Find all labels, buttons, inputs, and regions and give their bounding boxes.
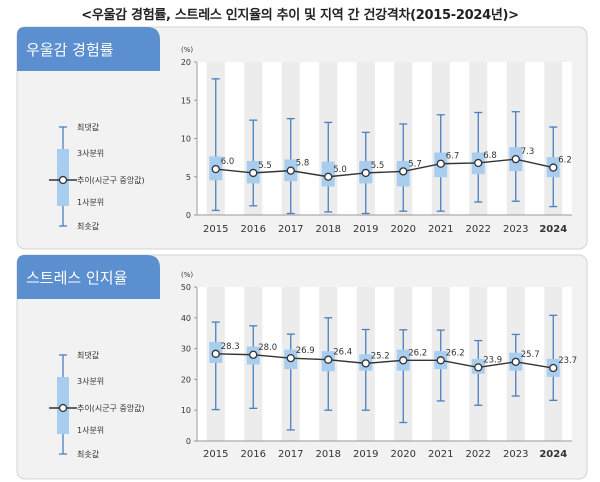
y-tick-label: 10 xyxy=(181,135,191,144)
y-tick-label: 5 xyxy=(186,173,191,182)
legend-marker xyxy=(58,403,68,413)
median-data-label: 5.5 xyxy=(371,161,385,171)
legend-label-max: 최댓값 xyxy=(77,122,100,132)
median-data-label: 26.2 xyxy=(408,348,427,358)
chart-panel-2: 스트레스 인지율 (%) 0 10 20 30 40 50 28.3 28.0 26.9 26.4 25… xyxy=(16,254,588,480)
median-marker xyxy=(286,166,295,175)
median-marker xyxy=(324,355,333,364)
x-tick-label: 2023 xyxy=(503,224,528,235)
x-tick-label: 2017 xyxy=(278,224,303,235)
x-tick-label: 2020 xyxy=(391,449,416,460)
x-tick-label: 2021 xyxy=(428,224,453,235)
legend-label-q1: 1사분위 xyxy=(77,426,104,435)
median-data-label: 6.7 xyxy=(446,152,460,162)
legend-label-q3: 3사분위 xyxy=(77,149,104,158)
y-tick-label: 40 xyxy=(181,314,191,323)
median-data-label: 6.2 xyxy=(558,156,572,166)
median-marker xyxy=(286,353,295,363)
x-tick-label: 2019 xyxy=(353,224,378,235)
legend-label-q3: 3사분위 xyxy=(77,377,104,386)
y-tick-label: 50 xyxy=(181,283,191,292)
median-marker xyxy=(399,167,408,176)
median-marker xyxy=(549,363,558,373)
median-marker xyxy=(511,155,520,164)
median-data-label: 5.7 xyxy=(408,159,422,169)
x-tick-label: 2015 xyxy=(203,224,228,235)
median-data-label: 25.2 xyxy=(371,351,390,361)
x-tick-label: 2022 xyxy=(466,449,491,460)
x-tick-label: 2023 xyxy=(503,449,528,460)
median-marker xyxy=(324,172,333,181)
y-tick-label: 10 xyxy=(181,406,191,415)
legend-marker xyxy=(58,175,68,185)
median-marker xyxy=(511,357,520,366)
median-data-label: 7.3 xyxy=(521,147,535,157)
x-tick-label: 2018 xyxy=(316,224,341,235)
x-tick-label: 2022 xyxy=(466,224,491,235)
median-marker xyxy=(436,159,445,168)
y-tick-label: 30 xyxy=(181,345,191,354)
median-data-label: 26.2 xyxy=(446,348,465,358)
x-tick-label: 2017 xyxy=(278,449,303,460)
median-data-label: 5.5 xyxy=(258,161,272,171)
median-marker xyxy=(211,164,220,174)
legend-label-median: 추이(시군구 중앙값) xyxy=(77,175,145,185)
median-marker xyxy=(549,163,558,172)
x-tick-label: 2019 xyxy=(353,449,378,460)
median-marker xyxy=(436,356,445,365)
legend-label-median: 추이(시군구 중앙값) xyxy=(77,403,145,413)
x-tick-label: 2018 xyxy=(316,449,341,460)
median-marker xyxy=(211,349,220,358)
median-data-label: 5.8 xyxy=(296,159,310,169)
median-data-label: 26.9 xyxy=(296,346,315,356)
median-data-label: 6.0 xyxy=(221,157,235,167)
y-tick-label: 20 xyxy=(181,375,191,384)
y-tick-label: 20 xyxy=(181,58,191,67)
x-tick-label: 2024 xyxy=(539,224,567,235)
y-tick-label: 0 xyxy=(186,211,191,220)
x-tick-label: 2016 xyxy=(241,449,266,460)
median-data-label: 23.9 xyxy=(483,355,502,365)
y-tick-label: 15 xyxy=(181,96,191,105)
median-data-label: 5.0 xyxy=(333,165,347,175)
median-marker xyxy=(249,350,258,359)
y-tick-label: 0 xyxy=(186,437,191,446)
page-title: <우울감 경험률, 스트레스 인지율의 추이 및 지역 간 건강격차(2015-… xyxy=(81,8,519,23)
y-axis-unit: (%) xyxy=(181,46,193,54)
median-data-label: 28.3 xyxy=(221,342,240,352)
median-marker xyxy=(399,356,408,365)
x-tick-label: 2016 xyxy=(241,224,266,235)
median-trend-line xyxy=(215,158,554,178)
chart-title: 우울감 경험률 xyxy=(26,41,114,59)
legend-label-min: 최솟값 xyxy=(77,221,100,231)
median-marker xyxy=(361,168,370,178)
x-tick-label: 2015 xyxy=(203,449,228,460)
median-marker xyxy=(474,158,483,168)
panel-header-tab xyxy=(17,255,160,299)
median-data-label: 23.7 xyxy=(558,356,577,366)
median-data-label: 25.7 xyxy=(521,350,540,360)
median-data-label: 6.8 xyxy=(483,151,497,161)
median-data-label: 26.4 xyxy=(333,348,352,358)
legend-label-min: 최솟값 xyxy=(77,449,100,459)
y-axis-unit: (%) xyxy=(181,271,193,279)
chart-title: 스트레스 인지율 xyxy=(26,269,127,287)
x-tick-label: 2020 xyxy=(391,224,416,235)
chart-panel-1: 우울감 경험률 (%) 0 5 10 15 20 6.0 5.5 5.8 5.0 5.5 5.7 6.7 6… xyxy=(16,26,588,250)
x-tick-label: 2024 xyxy=(539,449,567,460)
median-marker xyxy=(249,168,258,178)
panel-header-tab xyxy=(17,27,160,71)
median-data-label: 28.0 xyxy=(258,343,277,353)
median-trend-line xyxy=(215,353,554,369)
legend-label-max: 최댓값 xyxy=(77,350,100,360)
x-tick-label: 2021 xyxy=(428,449,453,460)
legend-label-q1: 1사분위 xyxy=(77,198,104,207)
median-marker xyxy=(474,363,483,372)
median-marker xyxy=(361,359,370,368)
